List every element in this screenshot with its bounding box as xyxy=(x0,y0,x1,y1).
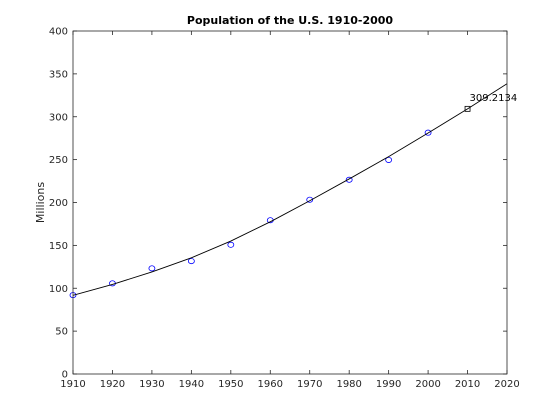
x-tick-label-2000: 2000 xyxy=(415,379,440,390)
data-point-1970 xyxy=(306,196,314,203)
chart-title: Population of the U.S. 1910-2000 xyxy=(187,14,393,27)
y-tick-label-200: 200 xyxy=(49,198,68,209)
plot-area xyxy=(73,31,507,374)
x-tick-label-1950: 1950 xyxy=(218,379,243,390)
x-tick-label-2020: 2020 xyxy=(494,379,519,390)
y-tick-label-50: 50 xyxy=(55,327,68,338)
x-tick-label-2010: 2010 xyxy=(455,379,480,390)
y-tick-label-100: 100 xyxy=(49,284,68,295)
y-tick-label-150: 150 xyxy=(49,241,68,252)
x-tick-label-1990: 1990 xyxy=(376,379,401,390)
x-tick-label-1980: 1980 xyxy=(336,379,361,390)
y-tick-label-250: 250 xyxy=(49,155,68,166)
y-tick-label-300: 300 xyxy=(49,112,68,123)
annotation-label: 309.2134 xyxy=(470,93,518,104)
extrapolated-point-2010 xyxy=(464,105,471,112)
x-tick-label-1910: 1910 xyxy=(60,379,85,390)
data-point-1980 xyxy=(345,176,353,183)
y-axis-label: Millions xyxy=(34,182,47,223)
y-tick-label-350: 350 xyxy=(49,69,68,80)
data-point-1990 xyxy=(385,156,393,163)
data-point-2000 xyxy=(424,129,432,136)
y-tick-label-0: 0 xyxy=(62,370,68,381)
x-tick-label-1940: 1940 xyxy=(179,379,204,390)
data-point-1930 xyxy=(148,265,156,272)
x-tick-label-1970: 1970 xyxy=(297,379,322,390)
data-point-1950 xyxy=(227,241,235,248)
x-tick-label-1920: 1920 xyxy=(100,379,125,390)
data-point-1940 xyxy=(187,258,195,265)
y-tick-label-400: 400 xyxy=(49,27,68,38)
fit-line xyxy=(73,83,507,296)
x-tick-label-1960: 1960 xyxy=(258,379,283,390)
x-tick-label-1930: 1930 xyxy=(139,379,164,390)
